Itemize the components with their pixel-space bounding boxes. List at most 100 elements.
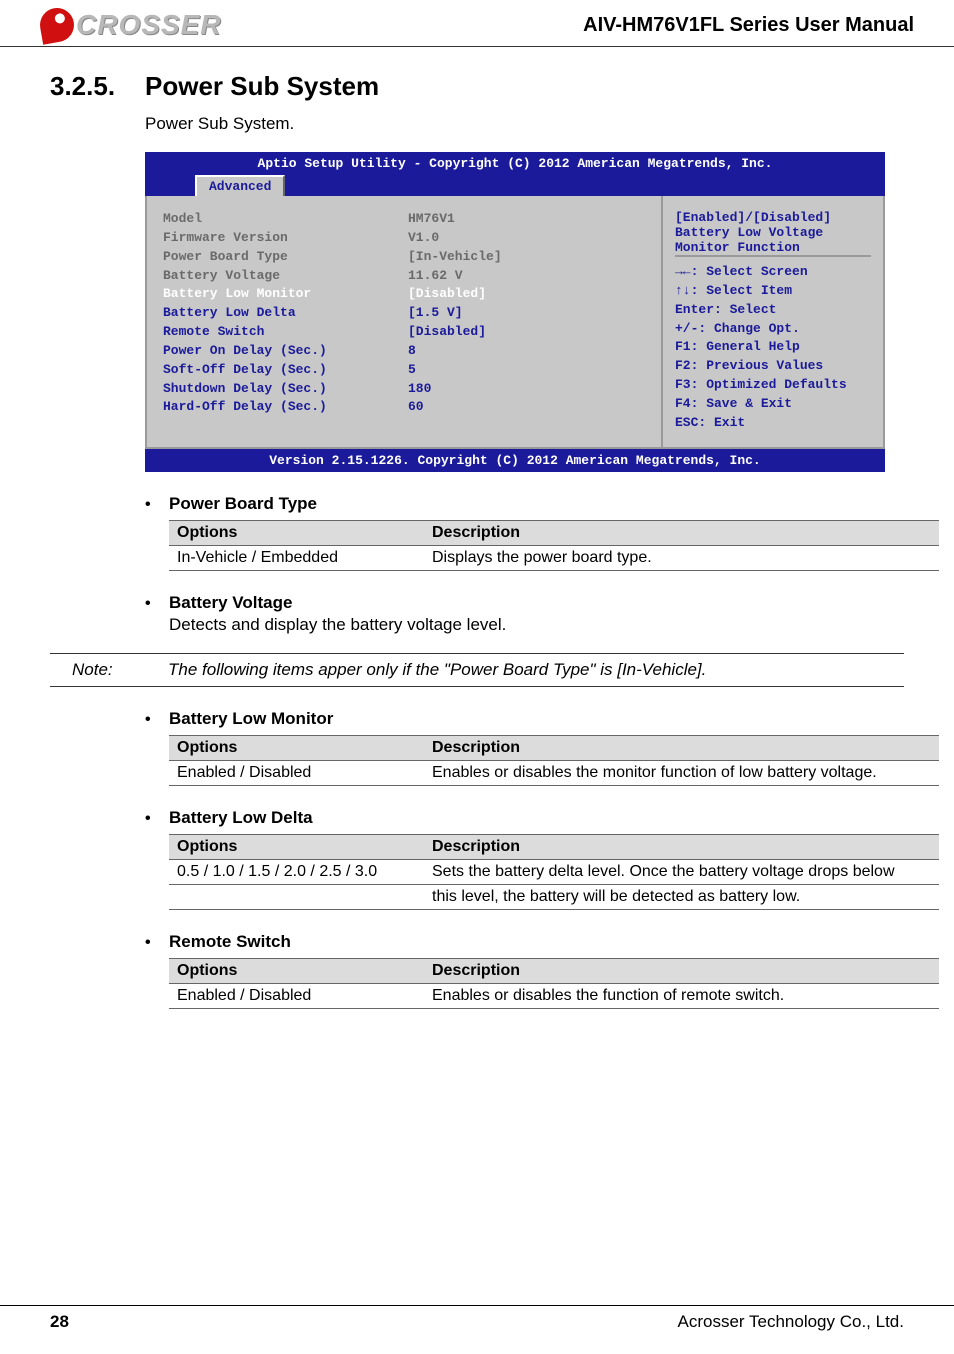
bullet-icon: • (145, 595, 169, 613)
bios-row-value: 8 (408, 342, 416, 361)
table-header-options: Options (169, 735, 424, 760)
table-header-description: Description (424, 735, 939, 760)
bios-screen: Aptio Setup Utility - Copyright (C) 2012… (145, 152, 885, 472)
bios-row: Battery Voltage11.62 V (163, 267, 645, 286)
bios-right-panel: [Enabled]/[Disabled]Battery Low VoltageM… (663, 196, 883, 447)
table-header-options: Options (169, 958, 424, 983)
item-title: Remote Switch (169, 932, 291, 952)
item-battery-low-monitor: • Battery Low Monitor Options Descriptio… (145, 709, 904, 786)
item-title: Battery Low Delta (169, 808, 313, 828)
logo-icon (37, 5, 76, 44)
bullet-icon: • (145, 934, 169, 952)
table-cell-description: Displays the power board type. (424, 545, 939, 570)
bios-row-label: Soft-Off Delay (Sec.) (163, 361, 408, 380)
table-cell-option: Enabled / Disabled (169, 760, 424, 785)
logo-text: CROSSER (76, 9, 221, 41)
bios-row[interactable]: Battery Low Delta[1.5 V] (163, 304, 645, 323)
bios-row-value: 180 (408, 380, 431, 399)
note-row: Note: The following items apper only if … (50, 653, 904, 687)
bios-row-label: Battery Low Delta (163, 304, 408, 323)
option-table: Options Description Enabled / Disabled E… (169, 958, 939, 1009)
bios-nav-line: F3: Optimized Defaults (675, 376, 871, 395)
bios-row-value: [Disabled] (408, 323, 486, 342)
table-header-options: Options (169, 520, 424, 545)
bios-row-value: [Disabled] (408, 285, 486, 304)
table-cell-description: this level, the battery will be detected… (424, 884, 939, 909)
page-header: CROSSER AIV-HM76V1FL Series User Manual (0, 0, 954, 47)
table-cell-empty (169, 884, 424, 909)
bios-row: Power Board Type[In-Vehicle] (163, 248, 645, 267)
bios-row[interactable]: Power On Delay (Sec.)8 (163, 342, 645, 361)
item-title: Battery Voltage (169, 593, 292, 613)
item-title: Battery Low Monitor (169, 709, 333, 729)
item-body: Detects and display the battery voltage … (169, 615, 904, 635)
bios-nav-line: →←: Select Screen (675, 263, 871, 282)
bullet-icon: • (145, 711, 169, 729)
bios-row-value: HM76V1 (408, 210, 455, 229)
bios-nav-line: ESC: Exit (675, 414, 871, 433)
table-cell-option: 0.5 / 1.0 / 1.5 / 2.0 / 2.5 / 3.0 (169, 859, 424, 884)
table-cell-option: Enabled / Disabled (169, 983, 424, 1008)
bios-row: ModelHM76V1 (163, 210, 645, 229)
bios-row-value: 60 (408, 398, 424, 417)
table-cell-description: Enables or disables the function of remo… (424, 983, 939, 1008)
table-header-description: Description (424, 834, 939, 859)
bios-help-line: Monitor Function (675, 240, 871, 255)
bios-row-label: Power Board Type (163, 248, 408, 267)
bios-row[interactable]: Hard-Off Delay (Sec.)60 (163, 398, 645, 417)
bios-nav-line: F2: Previous Values (675, 357, 871, 376)
bios-row-value: [In-Vehicle] (408, 248, 502, 267)
option-table: Options Description 0.5 / 1.0 / 1.5 / 2.… (169, 834, 939, 910)
bios-version-bar: Version 2.15.1226. Copyright (C) 2012 Am… (145, 449, 885, 472)
page-footer: 28 Acrosser Technology Co., Ltd. (0, 1305, 954, 1332)
table-header-description: Description (424, 520, 939, 545)
bullet-icon: • (145, 496, 169, 514)
manual-title: AIV-HM76V1FL Series User Manual (583, 14, 914, 37)
bios-row[interactable]: Shutdown Delay (Sec.)180 (163, 380, 645, 399)
item-title: Power Board Type (169, 494, 317, 514)
bios-row-label: Firmware Version (163, 229, 408, 248)
bios-nav-line: ↑↓: Select Item (675, 282, 871, 301)
bios-row-label: Battery Low Monitor (163, 285, 408, 304)
note-label: Note: (50, 660, 168, 680)
table-cell-description: Sets the battery delta level. Once the b… (424, 859, 939, 884)
item-remote-switch: • Remote Switch Options Description Enab… (145, 932, 904, 1009)
footer-company: Acrosser Technology Co., Ltd. (678, 1312, 904, 1332)
bios-title-bar: Aptio Setup Utility - Copyright (C) 2012… (145, 152, 885, 175)
bios-nav-line: F4: Save & Exit (675, 395, 871, 414)
bios-nav-line: +/-: Change Opt. (675, 320, 871, 339)
bios-left-panel: ModelHM76V1Firmware VersionV1.0Power Boa… (147, 196, 663, 447)
bios-row: Firmware VersionV1.0 (163, 229, 645, 248)
bios-row-label: Remote Switch (163, 323, 408, 342)
bios-row-label: Hard-Off Delay (Sec.) (163, 398, 408, 417)
bullet-icon: • (145, 810, 169, 828)
bios-nav-help: →←: Select Screen↑↓: Select ItemEnter: S… (675, 255, 871, 433)
bios-body: ModelHM76V1Firmware VersionV1.0Power Boa… (145, 196, 885, 449)
bios-row-label: Model (163, 210, 408, 229)
bios-row-label: Power On Delay (Sec.) (163, 342, 408, 361)
page-number: 28 (50, 1312, 69, 1332)
logo: CROSSER (40, 8, 221, 42)
table-header-options: Options (169, 834, 424, 859)
section-number: 3.2.5. (50, 71, 145, 102)
bios-row-label: Battery Voltage (163, 267, 408, 286)
section-heading: 3.2.5. Power Sub System (50, 71, 904, 102)
bios-row-value: [1.5 V] (408, 304, 463, 323)
bios-row[interactable]: Battery Low Monitor[Disabled] (163, 285, 645, 304)
bios-row[interactable]: Soft-Off Delay (Sec.)5 (163, 361, 645, 380)
bios-help-line: [Enabled]/[Disabled] (675, 210, 871, 225)
bios-row-value: V1.0 (408, 229, 439, 248)
content-area: 3.2.5. Power Sub System Power Sub System… (0, 47, 954, 1009)
bios-row[interactable]: Remote Switch[Disabled] (163, 323, 645, 342)
bios-row-value: 11.62 V (408, 267, 463, 286)
bios-tab-bar: Advanced (145, 175, 885, 196)
bios-nav-line: F1: General Help (675, 338, 871, 357)
bios-help-text: [Enabled]/[Disabled]Battery Low VoltageM… (675, 210, 871, 255)
bios-row-value: 5 (408, 361, 416, 380)
option-table: Options Description Enabled / Disabled E… (169, 735, 939, 786)
table-cell-description: Enables or disables the monitor function… (424, 760, 939, 785)
bios-tab-advanced[interactable]: Advanced (195, 175, 285, 196)
bios-nav-line: Enter: Select (675, 301, 871, 320)
section-intro: Power Sub System. (145, 114, 904, 134)
bios-help-line: Battery Low Voltage (675, 225, 871, 240)
